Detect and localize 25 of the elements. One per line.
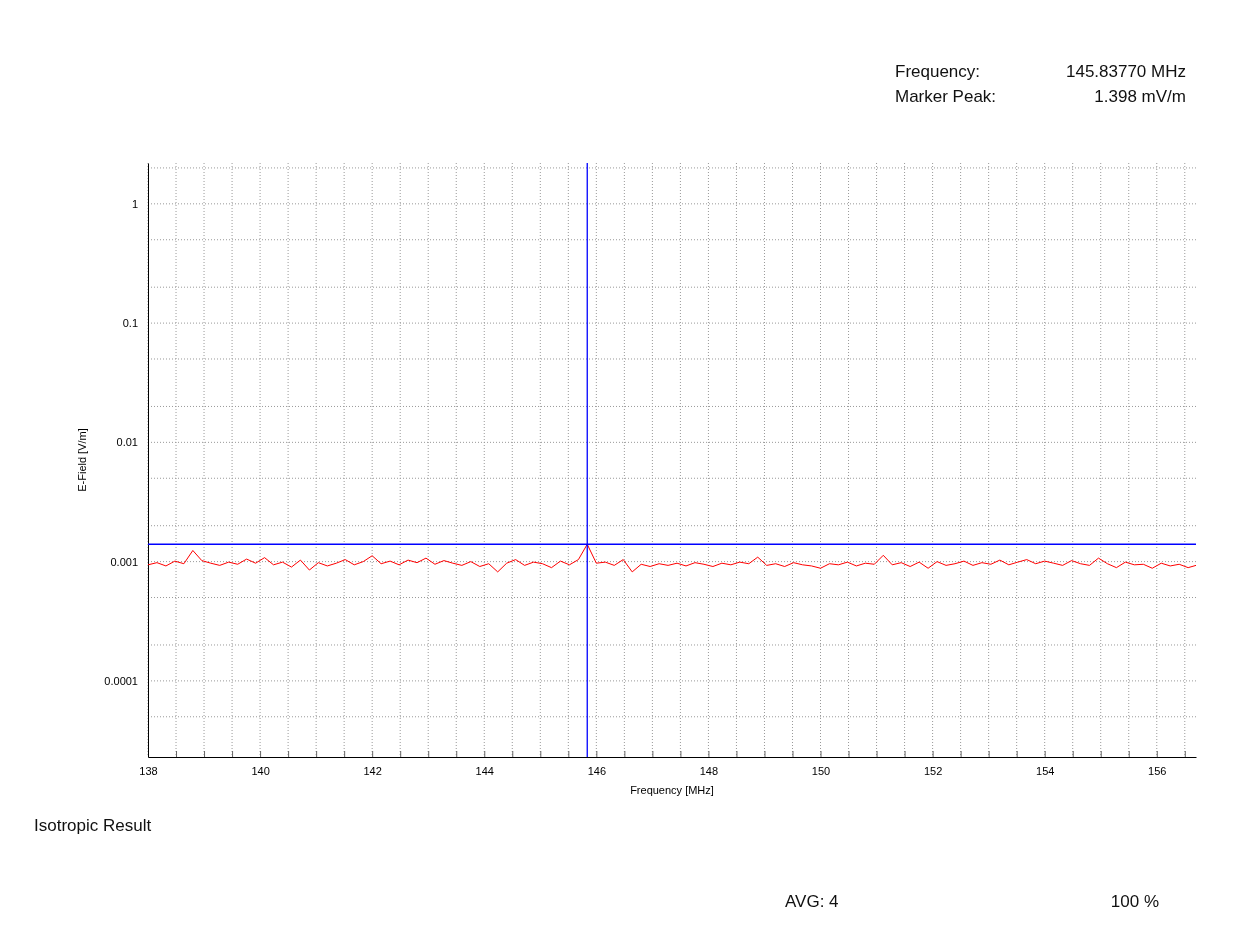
y-tick-label: 1 [131,197,138,210]
x-tick-label: 154 [1036,765,1055,778]
y-tick-label: 0.001 [110,555,138,568]
text: Isotropic Result [34,816,152,835]
x-tick-label: 138 [139,765,158,778]
text: Marker Peak: [895,87,997,106]
x-tick-label: 144 [475,765,494,778]
x-tick-label: 140 [251,765,270,778]
x-tick-label: 146 [587,765,607,778]
x-tick-label: 148 [699,765,719,778]
text: 100 % [1110,892,1159,911]
text: Frequency: [895,62,981,81]
y-tick-label: 0.0001 [104,674,138,687]
text: AVG: 4 [785,892,839,911]
x-tick-label: 142 [363,765,382,778]
y-tick-label: 0.01 [116,436,138,449]
y-tick-label: 0.1 [122,317,138,330]
line-series [147,543,1197,573]
x-tick-label: 152 [923,765,943,778]
x-tick-label: 156 [1148,765,1167,778]
text: 1.398 mV/m [1094,87,1186,106]
x-axis-title: Frequency [MHz] [630,784,714,796]
y-axis-title: E-Field [V/m] [76,428,88,492]
text: 145.83770 MHz [1065,62,1186,81]
x-tick-label: 150 [811,765,831,778]
